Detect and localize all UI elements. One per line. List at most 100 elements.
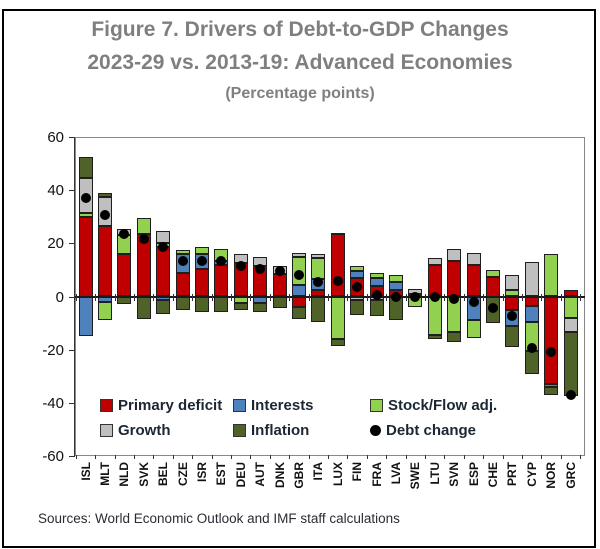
x-label-AUT: AUT	[253, 462, 268, 487]
x-tick-mark	[502, 293, 504, 301]
bar-segment-GBR	[291, 307, 306, 320]
bar-segment-DEU	[233, 303, 248, 310]
x-tick-mark	[211, 293, 213, 301]
bar-segment-PRT	[505, 275, 520, 290]
x-tick-mark	[114, 455, 116, 459]
y-tick-mark	[69, 456, 75, 457]
x-tick-mark	[211, 455, 213, 459]
bar-segment-MLT	[97, 192, 112, 197]
legend-swatch	[100, 399, 113, 412]
legend-label: Growth	[118, 422, 171, 439]
debt-change-dot-SWE	[410, 291, 421, 302]
x-label-DEU: DEU	[233, 462, 248, 488]
debt-change-dot-PRT	[507, 311, 518, 322]
bar-segment-NLD	[117, 253, 132, 297]
y-tick-label: -20	[42, 341, 64, 359]
x-label-MLT: MLT	[97, 462, 112, 486]
x-tick-mark	[75, 455, 77, 459]
debt-change-dot-NLD	[119, 229, 130, 240]
bar-segment-ESP	[466, 264, 481, 297]
x-label-CHE: CHE	[485, 462, 500, 488]
legend-label: Primary deficit	[118, 397, 223, 414]
x-tick-mark	[522, 293, 523, 301]
x-tick-mark	[347, 293, 349, 301]
bar-segment-PRT	[505, 296, 520, 310]
legend-item-primary-deficit: Primary deficit	[100, 397, 222, 414]
bar-segment-AUT	[253, 303, 268, 313]
x-tick-mark	[231, 455, 232, 459]
x-label-CYP: CYP	[524, 462, 539, 487]
x-tick-mark	[522, 455, 523, 459]
legend-dot-marker	[370, 425, 381, 436]
debt-change-dot-AUT	[255, 263, 266, 274]
x-tick-mark	[560, 455, 562, 459]
x-tick-mark	[75, 293, 77, 301]
bar-segment-NLD	[117, 296, 132, 305]
x-tick-mark	[405, 293, 407, 301]
x-tick-mark	[580, 293, 582, 301]
x-label-GBR: GBR	[291, 462, 306, 489]
y-tick-mark	[69, 402, 75, 404]
x-tick-mark	[153, 293, 155, 301]
source-note: Sources: World Economic Outlook and IMF …	[38, 511, 400, 526]
bar-segment-CYP	[524, 305, 539, 322]
y-tick-label: 60	[47, 129, 64, 146]
bar-segment-FRA	[369, 277, 384, 286]
x-label-BEL: BEL	[156, 462, 171, 486]
y-tick-mark	[69, 190, 75, 192]
x-tick-mark	[502, 455, 504, 459]
x-label-FRA: FRA	[369, 462, 384, 487]
x-tick-mark	[463, 455, 465, 459]
bar-segment-CYP	[524, 350, 539, 374]
x-label-EST: EST	[214, 462, 229, 486]
x-tick-mark	[153, 455, 155, 459]
bar-segment-BEL	[156, 300, 171, 314]
bar-segment-ISR	[194, 296, 209, 313]
x-label-ESP: ESP	[466, 462, 481, 487]
figure-subtitle: (Percentage points)	[225, 85, 375, 102]
x-tick-mark	[463, 293, 465, 301]
x-tick-mark	[231, 293, 232, 301]
x-label-SVK: SVK	[136, 462, 151, 487]
x-label-SWE: SWE	[408, 462, 423, 490]
x-tick-mark	[172, 293, 174, 301]
bar-segment-LTU	[427, 335, 442, 340]
bar-segment-NOR	[544, 386, 559, 395]
bar-segment-FRA	[369, 272, 384, 278]
x-label-LUX: LUX	[330, 462, 345, 486]
x-tick-mark	[114, 293, 116, 301]
x-label-NLD: NLD	[117, 462, 132, 487]
debt-change-dot-ISL	[80, 193, 91, 204]
x-tick-mark	[425, 455, 426, 459]
x-tick-mark	[308, 293, 310, 301]
bar-segment-CZE	[175, 296, 190, 310]
legend-label: Interests	[251, 397, 314, 414]
y-tick-label: -60	[42, 448, 64, 465]
x-tick-mark	[289, 455, 291, 459]
bar-segment-CHE	[485, 276, 500, 297]
bar-segment-LVA	[388, 281, 403, 290]
x-tick-mark	[134, 455, 135, 459]
debt-change-dot-LTU	[429, 291, 440, 302]
x-tick-mark	[366, 293, 368, 301]
bar-segment-LUX	[330, 339, 345, 346]
bar-segment-GBR	[291, 296, 306, 308]
bar-segment-ITA	[311, 296, 326, 322]
legend-item-growth: Growth	[100, 422, 171, 439]
bar-segment-LUX	[330, 296, 345, 340]
x-tick-mark	[192, 455, 194, 459]
bar-segment-GRC	[563, 332, 578, 397]
bar-segment-ISL	[78, 212, 93, 217]
bar-segment-ESP	[466, 252, 481, 265]
x-tick-mark	[95, 293, 97, 301]
bar-segment-GRC	[563, 296, 578, 318]
y-tick-label: 40	[47, 182, 64, 200]
x-label-CZE: CZE	[175, 462, 190, 486]
bar-segment-FIN	[350, 271, 365, 278]
bar-segment-SVN	[447, 248, 462, 261]
debt-change-dot-LUX	[332, 275, 343, 286]
debt-change-dot-GRC	[565, 389, 576, 400]
x-tick-mark	[328, 455, 329, 459]
bar-segment-PRT	[505, 325, 520, 347]
